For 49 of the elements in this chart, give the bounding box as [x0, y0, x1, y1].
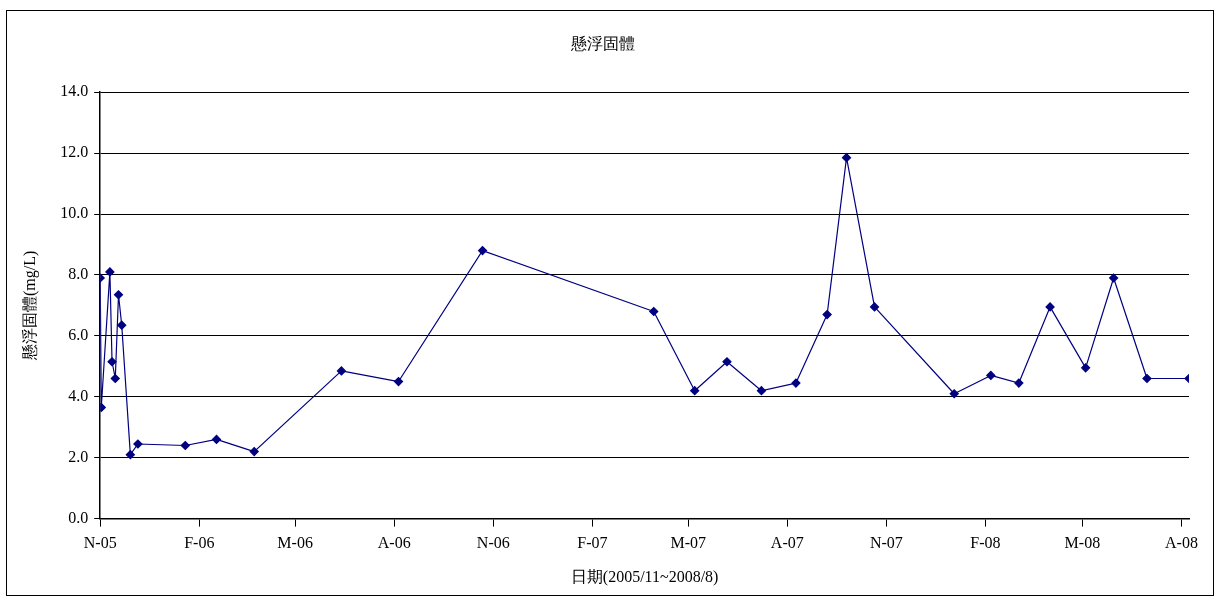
point: [649, 306, 659, 317]
point: [105, 267, 115, 277]
y-tick-label: 8.0: [68, 265, 89, 283]
point: [336, 366, 347, 376]
y-tick-label: 0.0: [68, 508, 89, 526]
point: [1142, 373, 1152, 384]
point: [822, 309, 832, 320]
point: [1081, 363, 1091, 373]
x-tick-label: A-08: [1165, 534, 1198, 552]
y-tick-label: 10.0: [60, 204, 89, 222]
x-tick-label: N-07: [869, 534, 903, 552]
point: [110, 373, 120, 384]
point: [117, 320, 127, 330]
chart-title: 懸浮固體: [570, 34, 635, 52]
x-tick-label: M-08: [1064, 534, 1101, 552]
point: [107, 357, 117, 367]
point: [986, 370, 996, 381]
x-tick-label: F-06: [184, 534, 215, 552]
point: [1109, 273, 1119, 283]
y-tick-label: 12.0: [60, 143, 89, 161]
point: [841, 153, 852, 163]
y-tick-label: 2.0: [68, 447, 89, 465]
x-tick-label: F-07: [577, 534, 608, 552]
y-axis-title: 懸浮固體(mg/L): [20, 250, 39, 362]
point: [690, 386, 700, 396]
x-tick-label: N-05: [83, 534, 117, 552]
point: [1045, 302, 1055, 312]
x-axis-title: 日期(2005/11~2008/8): [570, 567, 719, 586]
point: [791, 378, 801, 388]
y-tick-label: 4.0: [68, 386, 89, 404]
x-tick-label: A-07: [770, 534, 804, 552]
point: [249, 446, 259, 457]
point: [722, 357, 732, 367]
point: [133, 439, 143, 449]
x-tick-label: A-06: [377, 534, 411, 552]
point: [125, 450, 135, 460]
x-tick-label: M-07: [670, 534, 706, 552]
x-tick-label: F-08: [970, 534, 1001, 552]
point: [869, 302, 880, 312]
y-tick-label: 14.0: [60, 82, 89, 100]
point: [211, 434, 222, 445]
point: [180, 440, 190, 451]
point: [756, 386, 767, 396]
x-tick-label: M-06: [277, 534, 313, 552]
point: [1014, 378, 1024, 388]
y-tick-label: 6.0: [68, 326, 89, 344]
point: [949, 389, 959, 399]
x-tick-label: N-06: [476, 534, 510, 552]
point: [113, 290, 124, 300]
